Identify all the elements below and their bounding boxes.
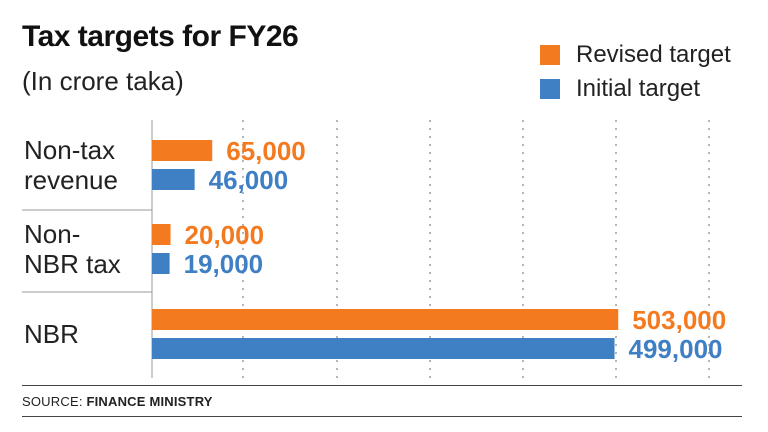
data-label-revised-1: 20,000 [185,220,265,250]
bar-revised-1 [152,224,171,245]
legend-swatch-revised [540,45,560,65]
source-prefix: SOURCE: [22,394,83,409]
bar-initial-1 [152,253,170,274]
legend-item-initial: Initial target [540,72,731,106]
category-label-0-line-1: revenue [24,165,118,195]
bar-revised-2 [152,309,619,330]
category-label-1-line-0: Non- [24,219,80,249]
legend-label-revised: Revised target [576,41,731,68]
chart-subtitle: (In crore taka) [22,66,184,96]
data-label-initial-2: 499,000 [629,334,723,364]
bar-revised-0 [152,140,213,161]
bar-initial-0 [152,169,195,190]
category-label-0-line-0: Non-tax [24,135,115,165]
data-label-initial-0: 46,000 [209,165,289,195]
bar-initial-2 [152,338,615,359]
legend: Revised target Initial target [540,38,731,106]
legend-swatch-initial [540,79,560,99]
category-label-2-line-0: NBR [24,319,79,349]
source-divider-bottom [22,416,742,417]
data-label-initial-1: 19,000 [184,249,264,279]
source-name: FINANCE MINISTRY [86,394,213,409]
category-label-1-line-1: NBR tax [24,249,121,279]
chart-title: Tax targets for FY26 [22,20,299,53]
data-label-revised-2: 503,000 [632,305,726,335]
source-divider-top [22,385,742,386]
source-note: SOURCE: FINANCE MINISTRY [22,394,213,409]
data-label-revised-0: 65,000 [226,136,306,166]
legend-label-initial: Initial target [576,75,701,102]
legend-item-revised: Revised target [540,38,731,72]
